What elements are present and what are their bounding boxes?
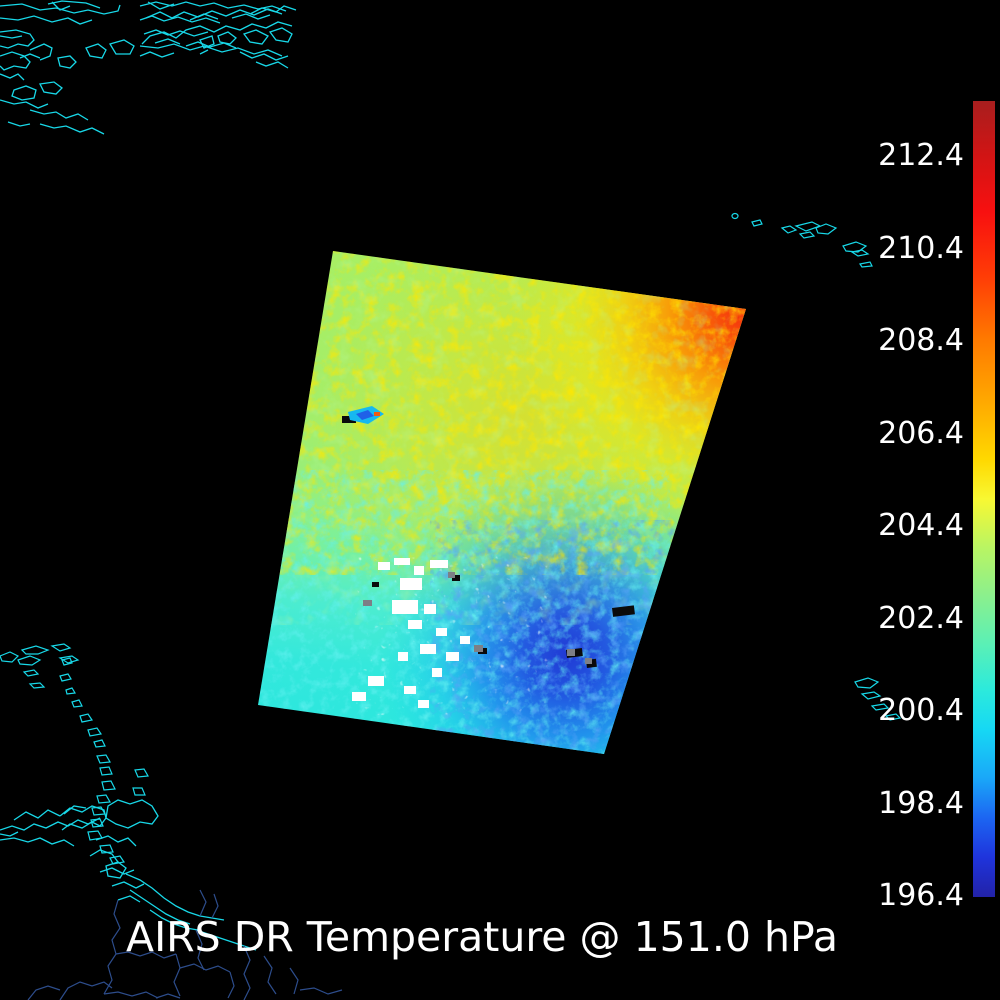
colorbar-tick-7: 198.4 xyxy=(878,786,964,821)
coastline-bahamas xyxy=(731,212,873,268)
coastline-north-america xyxy=(0,0,135,135)
colorbar[interactable] xyxy=(973,101,995,897)
colorbar-tick-5: 202.4 xyxy=(878,601,964,636)
colorbar-gradient xyxy=(973,101,995,897)
coastline-lesser-antilles xyxy=(59,657,149,865)
colorbar-tick-8: 196.4 xyxy=(878,878,964,913)
colorbar-tick-labels: 212.4 210.4 208.4 206.4 204.4 202.4 200.… xyxy=(830,0,964,1000)
coastline-south-america xyxy=(0,799,257,951)
grey-retrieval-pixels xyxy=(363,572,592,664)
swath-pixels xyxy=(258,251,746,754)
page-title: AIRS DR Temperature @ 151.0 hPa xyxy=(126,913,838,961)
colorbar-tick-2: 208.4 xyxy=(878,323,964,358)
colorbar-tick-4: 204.4 xyxy=(878,508,964,543)
country-borders xyxy=(27,889,343,1000)
coastline-greater-antilles xyxy=(0,643,902,721)
colorbar-tick-0: 212.4 xyxy=(878,138,964,173)
colorbar-tick-6: 200.4 xyxy=(878,693,964,728)
cold-anomaly-northwest xyxy=(348,406,384,424)
missing-data-patches xyxy=(352,555,550,715)
colorbar-tick-3: 206.4 xyxy=(878,416,964,451)
colorbar-tick-1: 210.4 xyxy=(878,231,964,266)
coastline-canadian-maritimes xyxy=(139,5,297,69)
